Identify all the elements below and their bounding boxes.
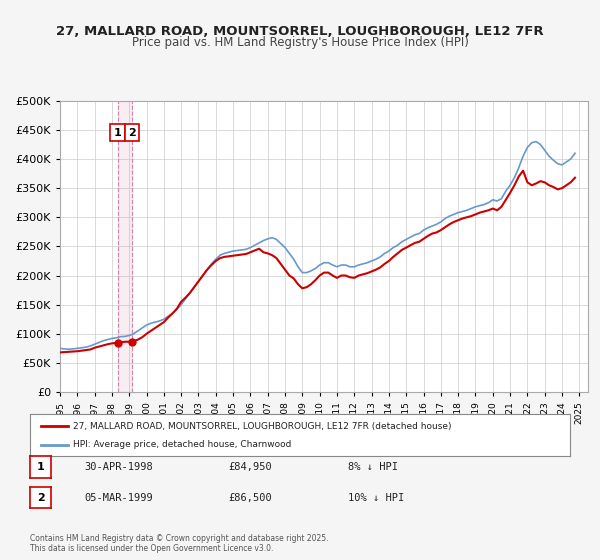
Text: £86,500: £86,500 (228, 493, 272, 503)
Text: 30-APR-1998: 30-APR-1998 (84, 462, 153, 472)
Text: Price paid vs. HM Land Registry's House Price Index (HPI): Price paid vs. HM Land Registry's House … (131, 36, 469, 49)
Text: 27, MALLARD ROAD, MOUNTSORREL, LOUGHBOROUGH, LE12 7FR (detached house): 27, MALLARD ROAD, MOUNTSORREL, LOUGHBORO… (73, 422, 452, 431)
Text: 10% ↓ HPI: 10% ↓ HPI (348, 493, 404, 503)
Text: Contains HM Land Registry data © Crown copyright and database right 2025.
This d: Contains HM Land Registry data © Crown c… (30, 534, 329, 553)
Text: HPI: Average price, detached house, Charnwood: HPI: Average price, detached house, Char… (73, 440, 292, 449)
Bar (118, 101, 132, 392)
Text: 8% ↓ HPI: 8% ↓ HPI (348, 462, 398, 472)
Text: 05-MAR-1999: 05-MAR-1999 (84, 493, 153, 503)
Text: 2: 2 (128, 128, 136, 138)
Text: 1: 1 (37, 462, 44, 472)
Text: 2: 2 (37, 493, 44, 503)
Text: 1: 1 (114, 128, 122, 138)
Text: 27, MALLARD ROAD, MOUNTSORREL, LOUGHBOROUGH, LE12 7FR: 27, MALLARD ROAD, MOUNTSORREL, LOUGHBORO… (56, 25, 544, 38)
Text: £84,950: £84,950 (228, 462, 272, 472)
